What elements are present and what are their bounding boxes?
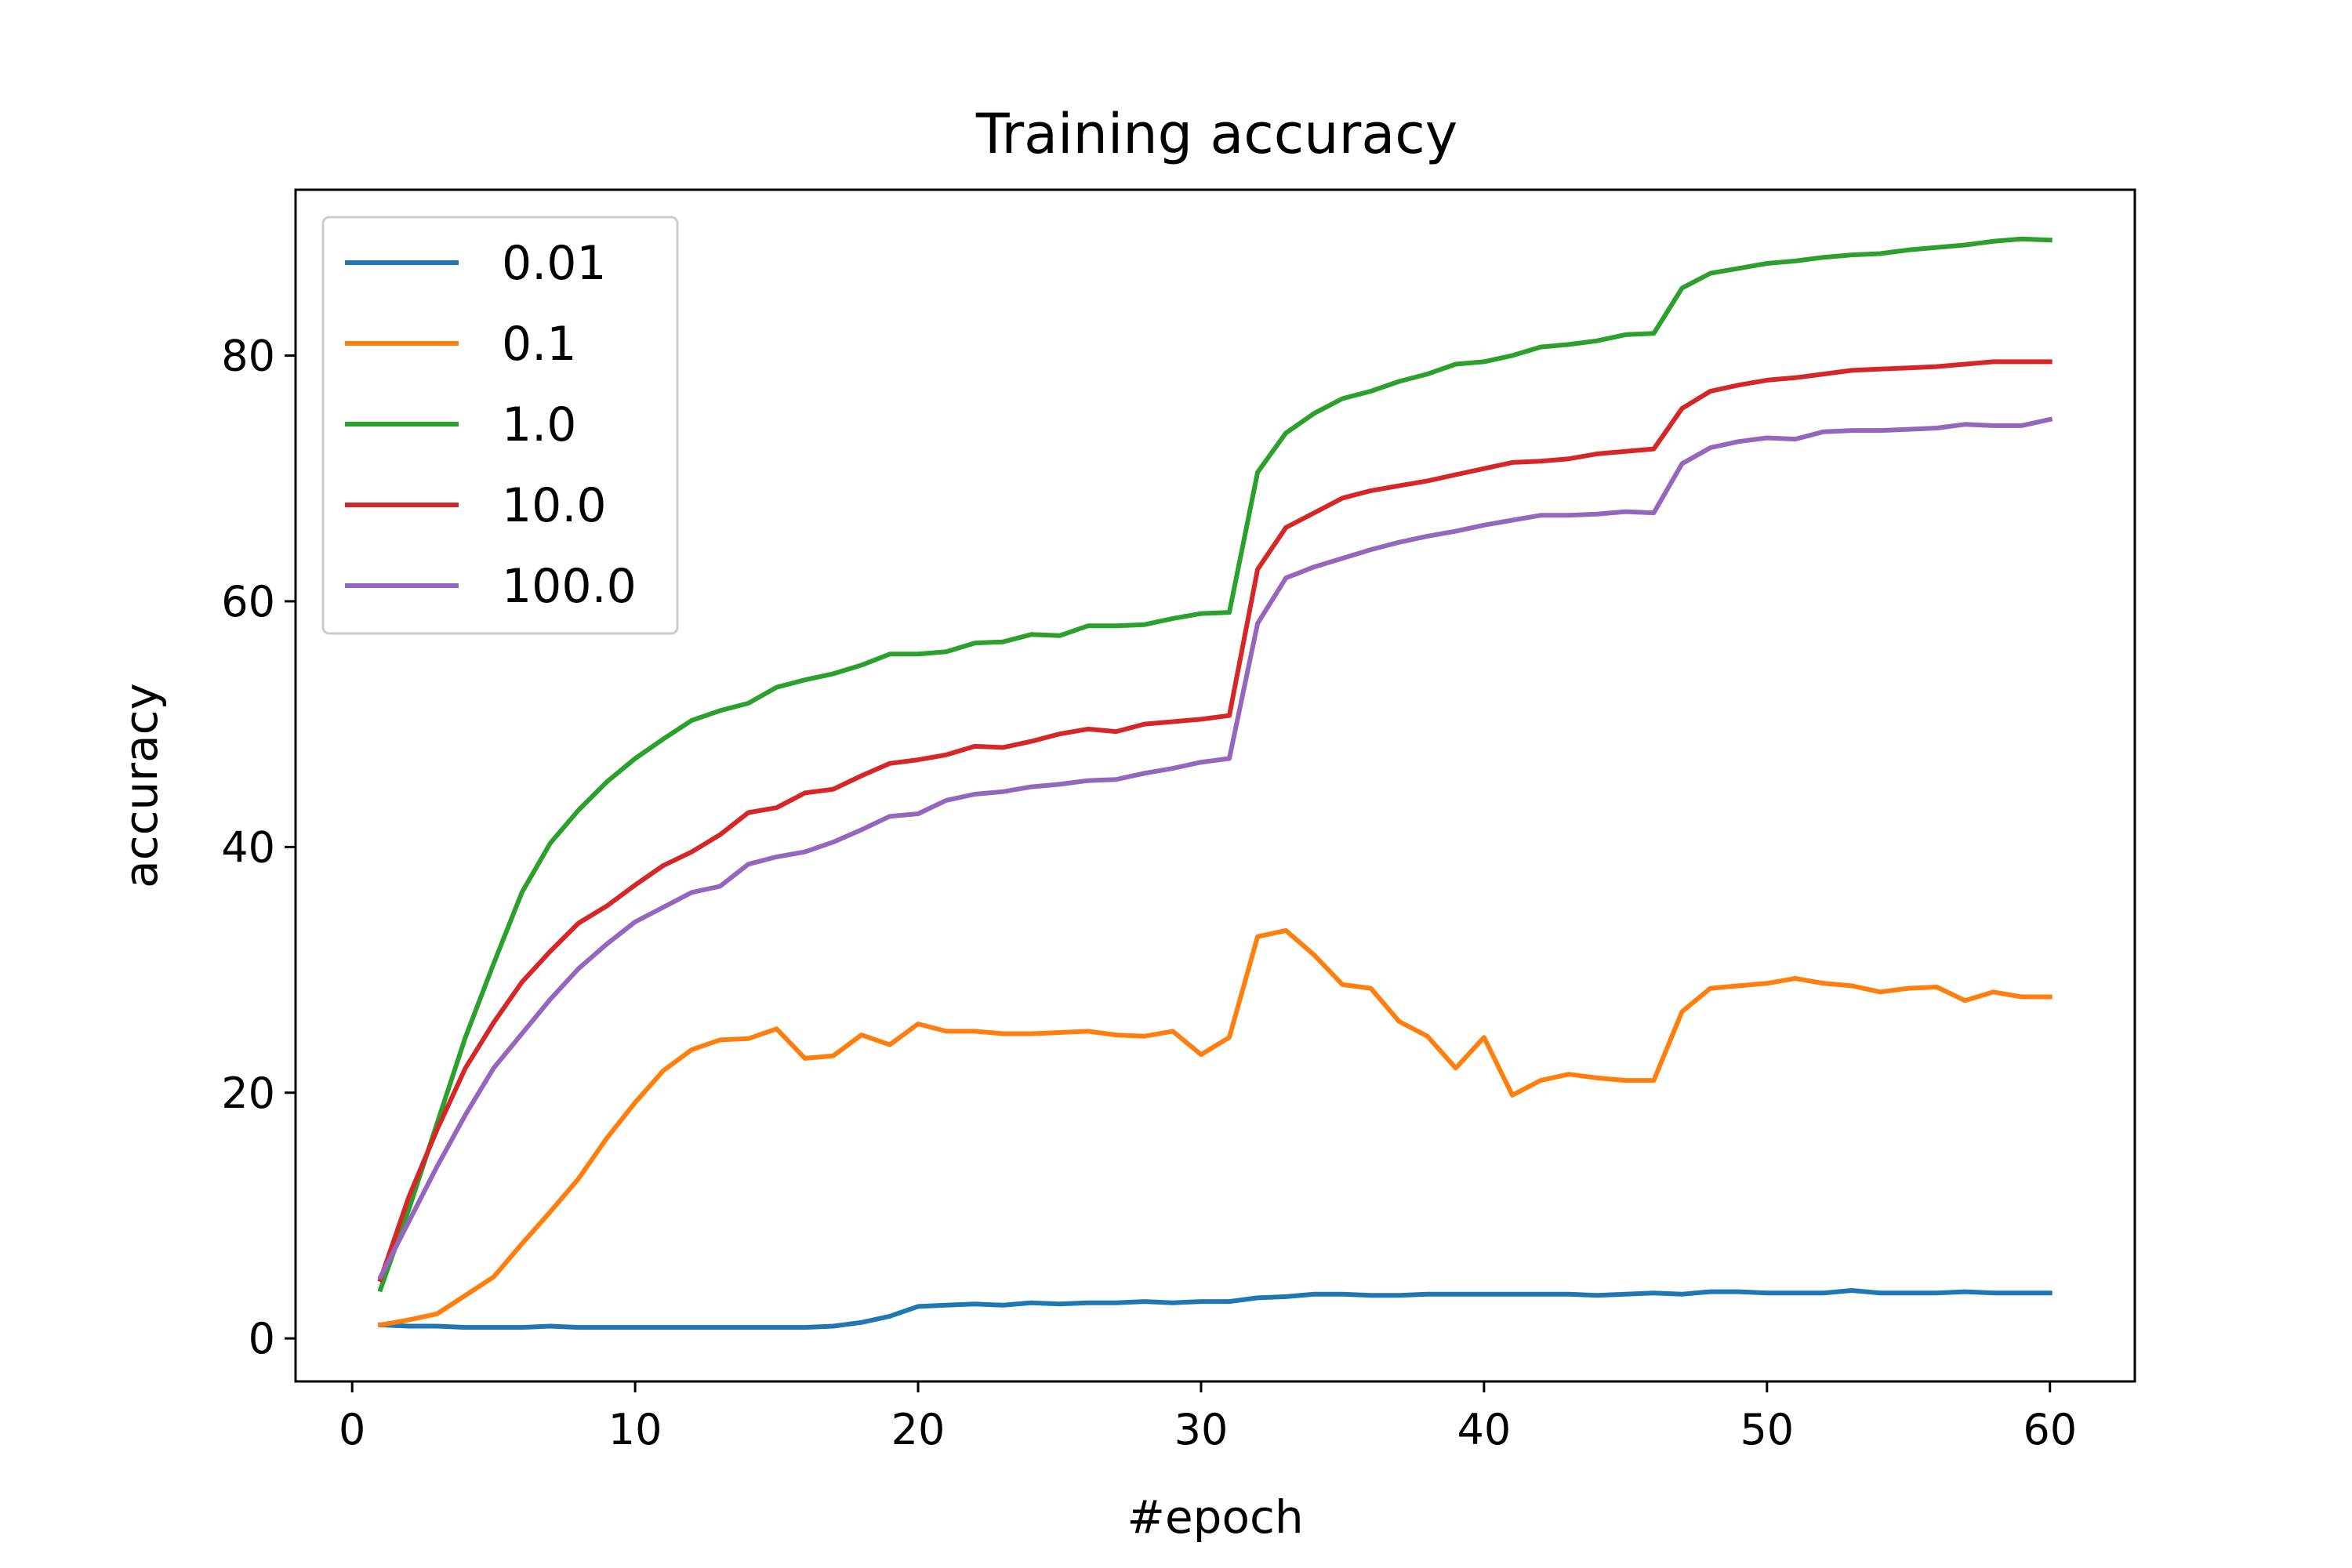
y-axis-title: accuracy bbox=[114, 683, 168, 888]
y-tick-label: 0 bbox=[249, 1314, 275, 1363]
legend-label: 10.0 bbox=[502, 478, 607, 533]
x-tick-label: 0 bbox=[339, 1405, 365, 1454]
x-tick-label: 30 bbox=[1174, 1405, 1229, 1454]
chart-title: Training accuracy bbox=[975, 102, 1457, 166]
legend-label: 0.01 bbox=[502, 236, 607, 291]
x-tick-label: 40 bbox=[1457, 1405, 1512, 1454]
series-line-10-0 bbox=[377, 359, 2053, 1283]
x-tick-label: 60 bbox=[2023, 1405, 2077, 1454]
y-tick-label: 20 bbox=[221, 1069, 275, 1118]
y-tick-label: 80 bbox=[221, 332, 275, 381]
x-axis: 0 10 20 30 40 50 60 bbox=[339, 1381, 2077, 1454]
y-tick-label: 40 bbox=[221, 822, 275, 872]
y-tick-label: 60 bbox=[221, 577, 275, 626]
series-line-0-1 bbox=[377, 927, 2053, 1328]
legend-label: 0.1 bbox=[502, 317, 576, 372]
y-axis: 0 20 40 60 80 bbox=[221, 332, 296, 1363]
plot-frame bbox=[294, 188, 2136, 1383]
x-tick-label: 50 bbox=[1740, 1405, 1794, 1454]
series-layer bbox=[377, 236, 2053, 1330]
legend: 0.01 0.1 1.0 10.0 100.0 bbox=[321, 216, 679, 635]
series-line-100-0 bbox=[377, 416, 2053, 1280]
series-line-1-0 bbox=[377, 236, 2053, 1293]
series-line-0-01 bbox=[378, 1288, 2053, 1330]
legend-box bbox=[321, 216, 679, 635]
x-tick-label: 20 bbox=[891, 1405, 946, 1454]
x-tick-label: 10 bbox=[608, 1405, 662, 1454]
legend-label: 100.0 bbox=[502, 559, 637, 614]
legend-label: 1.0 bbox=[502, 397, 576, 452]
x-axis-title: #epoch bbox=[1127, 1490, 1303, 1544]
